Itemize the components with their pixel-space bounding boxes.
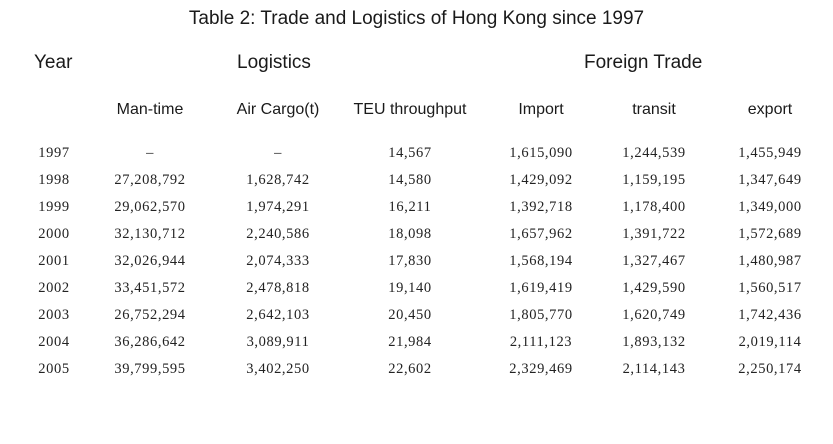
cell-transit: 1,178,400 (622, 199, 686, 215)
cell-export: 1,349,000 (738, 199, 802, 215)
cell-transit: 1,244,539 (622, 145, 686, 161)
cell-year: 2002 (38, 280, 70, 296)
table-title: Table 2: Trade and Logistics of Hong Kon… (188, 8, 645, 29)
group-header-year: Year (34, 52, 73, 73)
group-header-logistics: Logistics (237, 52, 311, 73)
cell-export: 1,742,436 (738, 307, 802, 323)
table-row: 1997 – – 14,567 1,615,090 1,244,539 1,45… (0, 143, 833, 170)
cell-import: 1,805,770 (509, 307, 573, 323)
cell-air-cargo: – (274, 145, 282, 161)
cell-teu-throughput: 18,098 (388, 226, 432, 242)
column-header-man-time: Man-time (116, 101, 184, 118)
column-header-air-cargo: Air Cargo(t) (236, 101, 320, 118)
cell-air-cargo: 2,642,103 (246, 307, 310, 323)
cell-man-time: 33,451,572 (114, 280, 186, 296)
cell-man-time: 27,208,792 (114, 172, 186, 188)
cell-export: 2,019,114 (738, 334, 802, 350)
cell-year: 2004 (38, 334, 70, 350)
cell-teu-throughput: 20,450 (388, 307, 432, 323)
cell-man-time: 26,752,294 (114, 307, 186, 323)
cell-export: 2,250,174 (738, 361, 802, 377)
cell-transit: 1,391,722 (622, 226, 686, 242)
cell-year: 2000 (38, 226, 70, 242)
cell-year: 1997 (38, 145, 70, 161)
table-row: 2002 33,451,572 2,478,818 19,140 1,619,4… (0, 278, 833, 305)
table-row: 2001 32,026,944 2,074,333 17,830 1,568,1… (0, 251, 833, 278)
cell-air-cargo: 2,478,818 (246, 280, 310, 296)
table-body: 1997 – – 14,567 1,615,090 1,244,539 1,45… (0, 143, 833, 386)
table-row: 1999 29,062,570 1,974,291 16,211 1,392,7… (0, 197, 833, 224)
cell-year: 2005 (38, 361, 70, 377)
cell-import: 1,657,962 (509, 226, 573, 242)
cell-year: 2003 (38, 307, 70, 323)
cell-teu-throughput: 14,580 (388, 172, 432, 188)
cell-transit: 2,114,143 (622, 361, 686, 377)
cell-export: 1,572,689 (738, 226, 802, 242)
column-header-transit: transit (632, 101, 676, 118)
cell-teu-throughput: 16,211 (388, 199, 432, 215)
cell-air-cargo: 1,628,742 (246, 172, 310, 188)
cell-transit: 1,159,195 (622, 172, 686, 188)
cell-teu-throughput: 14,567 (388, 145, 432, 161)
cell-air-cargo: 2,074,333 (246, 253, 310, 269)
table-row: 1998 27,208,792 1,628,742 14,580 1,429,0… (0, 170, 833, 197)
cell-air-cargo: 1,974,291 (246, 199, 310, 215)
cell-import: 2,111,123 (509, 334, 573, 350)
cell-air-cargo: 2,240,586 (246, 226, 310, 242)
cell-year: 1999 (38, 199, 70, 215)
cell-man-time: 32,130,712 (114, 226, 186, 242)
cell-air-cargo: 3,089,911 (246, 334, 310, 350)
table-row: 2003 26,752,294 2,642,103 20,450 1,805,7… (0, 305, 833, 332)
cell-man-time: 36,286,642 (114, 334, 186, 350)
cell-export: 1,480,987 (738, 253, 802, 269)
cell-transit: 1,429,590 (622, 280, 686, 296)
cell-transit: 1,327,467 (622, 253, 686, 269)
column-header-teu-throughput: TEU throughput (353, 101, 467, 118)
cell-import: 1,619,419 (509, 280, 573, 296)
cell-import: 1,392,718 (509, 199, 573, 215)
cell-man-time: 32,026,944 (114, 253, 186, 269)
cell-teu-throughput: 21,984 (388, 334, 432, 350)
cell-man-time: 29,062,570 (114, 199, 186, 215)
cell-export: 1,347,649 (738, 172, 802, 188)
cell-import: 1,429,092 (509, 172, 573, 188)
cell-year: 1998 (38, 172, 70, 188)
cell-transit: 1,893,132 (622, 334, 686, 350)
table-row: 2005 39,799,595 3,402,250 22,602 2,329,4… (0, 359, 833, 386)
table-row: 2004 36,286,642 3,089,911 21,984 2,111,1… (0, 332, 833, 359)
cell-teu-throughput: 17,830 (388, 253, 432, 269)
cell-air-cargo: 3,402,250 (246, 361, 310, 377)
cell-man-time: – (146, 145, 154, 161)
cell-teu-throughput: 22,602 (388, 361, 432, 377)
cell-import: 2,329,469 (509, 361, 573, 377)
table-row: 2000 32,130,712 2,240,586 18,098 1,657,9… (0, 224, 833, 251)
cell-import: 1,568,194 (509, 253, 573, 269)
cell-export: 1,455,949 (738, 145, 802, 161)
cell-year: 2001 (38, 253, 70, 269)
column-header-import: Import (518, 101, 564, 118)
cell-transit: 1,620,749 (622, 307, 686, 323)
cell-teu-throughput: 19,140 (388, 280, 432, 296)
cell-man-time: 39,799,595 (114, 361, 186, 377)
cell-import: 1,615,090 (509, 145, 573, 161)
cell-export: 1,560,517 (738, 280, 802, 296)
column-header-export: export (747, 101, 793, 118)
group-header-foreign-trade: Foreign Trade (584, 52, 703, 73)
